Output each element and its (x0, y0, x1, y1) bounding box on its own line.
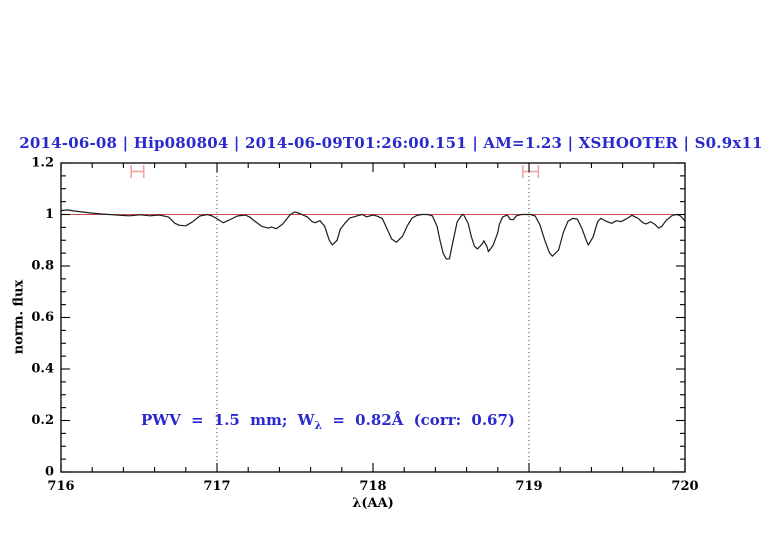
pwv-annotation-suffix: = 0.82Å (corr: 0.67) (322, 411, 516, 429)
x-tick-label: 717 (203, 479, 230, 494)
plot-title: 2014-06-08 | Hip080804 | 2014-06-09T01:2… (19, 134, 763, 152)
x-axis-label: λ(AA) (352, 496, 394, 511)
y-tick-label: 0.8 (31, 259, 54, 274)
y-tick-label: 0.4 (31, 362, 54, 377)
x-tick-label: 716 (47, 479, 74, 494)
pwv-annotation: PWV = 1.5 mm; Wλ = 0.82Å (corr: 0.67) (141, 411, 515, 432)
x-tick-label: 720 (671, 479, 698, 494)
pwv-annotation-lambda-subscript: λ (314, 419, 323, 432)
y-tick-label: 1.2 (31, 156, 54, 171)
y-tick-label: 1 (45, 207, 54, 222)
x-tick-label: 719 (515, 479, 542, 494)
y-tick-label: 0.6 (31, 310, 54, 325)
y-axis-label: norm. flux (11, 279, 27, 355)
y-tick-label: 0 (45, 465, 54, 480)
y-tick-label: 0.2 (31, 413, 54, 428)
x-tick-label: 718 (359, 479, 386, 494)
pwv-annotation-prefix: PWV = 1.5 mm; W (141, 411, 315, 429)
spectrum-curve (60, 209, 686, 260)
